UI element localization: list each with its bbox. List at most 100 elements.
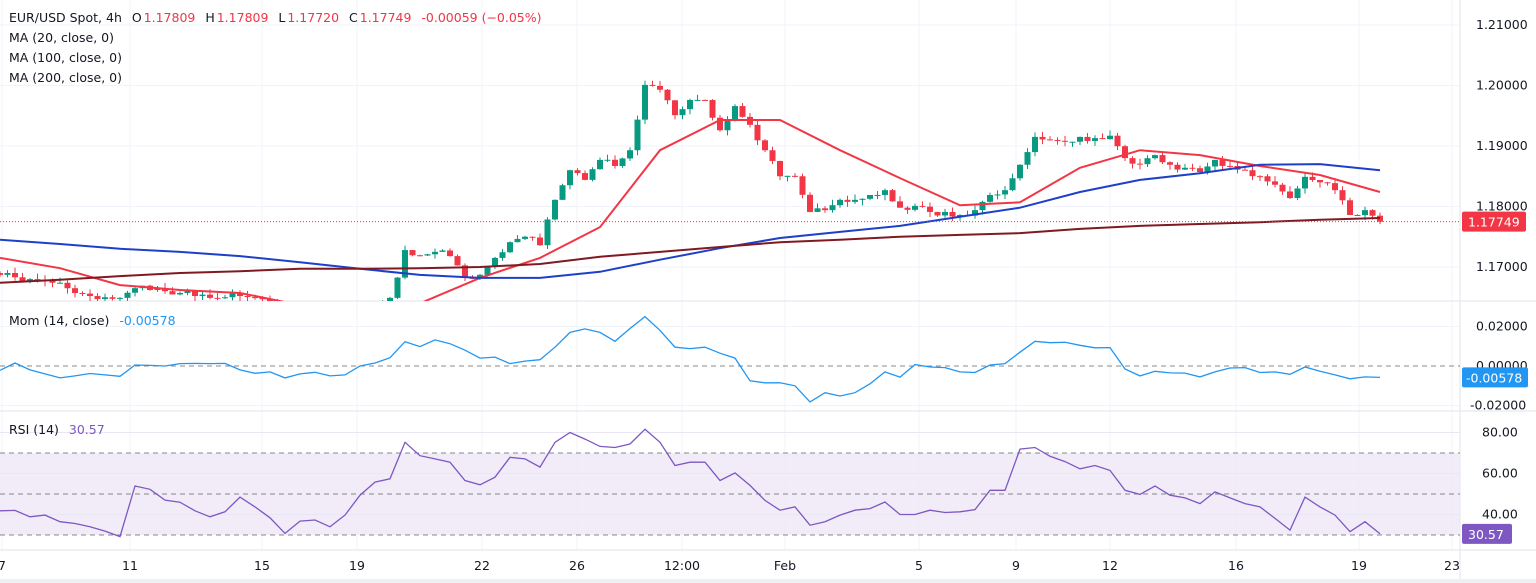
candle-body bbox=[214, 297, 221, 299]
candle bbox=[1257, 175, 1263, 181]
candle-body bbox=[1264, 176, 1271, 182]
candle bbox=[94, 293, 101, 301]
candle-body bbox=[1152, 155, 1158, 159]
candle bbox=[552, 199, 558, 221]
candle bbox=[102, 293, 108, 301]
candle-body bbox=[957, 214, 963, 217]
candle bbox=[769, 146, 776, 165]
price-axis-label: 1.19000 bbox=[1476, 138, 1528, 153]
low-label: L bbox=[278, 10, 286, 25]
candle-body bbox=[87, 293, 93, 297]
candle-body bbox=[477, 274, 483, 278]
candle-body bbox=[777, 160, 783, 177]
candle bbox=[754, 119, 761, 146]
candle-body bbox=[244, 296, 251, 298]
candle-body bbox=[687, 100, 693, 110]
candle-body bbox=[739, 106, 746, 117]
candle bbox=[290, 303, 296, 308]
candle-body bbox=[814, 208, 821, 212]
candle bbox=[904, 206, 911, 214]
time-axis-label: 11 bbox=[122, 558, 138, 573]
candle-body bbox=[350, 309, 356, 310]
candle-body bbox=[1077, 136, 1083, 142]
candle bbox=[454, 254, 461, 266]
price-axis-label: 1.18000 bbox=[1476, 199, 1528, 214]
mom-legend[interactable]: Mom (14, close) -0.00578 bbox=[9, 311, 178, 331]
candle-body bbox=[492, 257, 498, 267]
symbol-title[interactable]: EUR/USD Spot, 4h bbox=[9, 10, 122, 25]
candle bbox=[297, 305, 303, 313]
ma100-legend[interactable]: MA (100, close, 0) bbox=[9, 50, 122, 65]
candle-body bbox=[784, 175, 791, 177]
candle bbox=[544, 217, 551, 249]
candle bbox=[350, 304, 356, 311]
candle-body bbox=[927, 206, 933, 212]
candle bbox=[327, 304, 333, 310]
candle bbox=[567, 169, 573, 190]
main-legend: EUR/USD Spot, 4h O 1.17809 H 1.17809 L 1.17… bbox=[9, 8, 544, 88]
rsi-legend[interactable]: RSI (14) 30.57 bbox=[9, 420, 107, 440]
candle bbox=[559, 183, 566, 201]
candle bbox=[222, 294, 228, 300]
candle bbox=[694, 94, 701, 101]
mom-value-tag bbox=[1462, 367, 1528, 388]
candle-body bbox=[305, 309, 311, 310]
candle-body bbox=[1129, 158, 1136, 164]
symbol-legend-row: EUR/USD Spot, 4h O 1.17809 H 1.17809 L 1.17… bbox=[9, 8, 544, 28]
candle bbox=[424, 253, 431, 256]
candle-body bbox=[1167, 162, 1173, 165]
candle bbox=[934, 211, 941, 217]
time-axis-label: 12:00 bbox=[664, 558, 700, 573]
candle-body bbox=[867, 195, 873, 199]
candle-body bbox=[702, 99, 708, 101]
candle-body bbox=[537, 237, 543, 246]
rsi-value-tag bbox=[1462, 523, 1512, 544]
candle-body bbox=[222, 297, 228, 299]
candle bbox=[124, 290, 131, 301]
candle bbox=[462, 263, 468, 282]
price-axis-label: 1.17000 bbox=[1476, 259, 1528, 274]
candle-body bbox=[1137, 163, 1143, 165]
rsi-axis-label: 80.00 bbox=[1482, 425, 1518, 440]
candle-body bbox=[574, 170, 581, 174]
candle-body bbox=[439, 250, 446, 252]
time-axis-label: 26 bbox=[569, 558, 585, 573]
candle bbox=[267, 295, 273, 301]
last-price-tag bbox=[1462, 211, 1526, 232]
candle-body bbox=[994, 194, 1001, 196]
candle bbox=[642, 80, 648, 125]
candle bbox=[394, 277, 401, 300]
candle-body bbox=[357, 306, 363, 310]
candle bbox=[1114, 132, 1121, 151]
candle-body bbox=[1257, 176, 1263, 178]
candle bbox=[1152, 154, 1158, 160]
candle bbox=[867, 194, 873, 201]
candle bbox=[829, 199, 836, 213]
candle bbox=[342, 307, 348, 312]
candle bbox=[627, 147, 633, 161]
ma20-legend[interactable]: MA (20, close, 0) bbox=[9, 30, 115, 45]
candle bbox=[409, 249, 416, 257]
candle bbox=[597, 157, 603, 170]
candle-body bbox=[1092, 138, 1098, 141]
candle bbox=[874, 190, 881, 200]
candle bbox=[1294, 185, 1301, 201]
candle-body bbox=[192, 290, 198, 297]
candle bbox=[177, 291, 183, 296]
candle bbox=[1279, 182, 1286, 195]
candle-body bbox=[207, 294, 213, 298]
candle bbox=[724, 116, 731, 136]
candle-body bbox=[1362, 210, 1368, 216]
candle-body bbox=[1069, 141, 1076, 143]
candle bbox=[507, 241, 513, 254]
candle bbox=[357, 304, 363, 315]
candle-body bbox=[1279, 184, 1286, 192]
ma200-legend[interactable]: MA (200, close, 0) bbox=[9, 70, 122, 85]
candle-body bbox=[852, 199, 858, 202]
candle bbox=[927, 202, 933, 218]
candle bbox=[814, 203, 821, 213]
candle-body bbox=[792, 175, 798, 177]
candle bbox=[1129, 156, 1136, 169]
candle bbox=[514, 235, 521, 243]
